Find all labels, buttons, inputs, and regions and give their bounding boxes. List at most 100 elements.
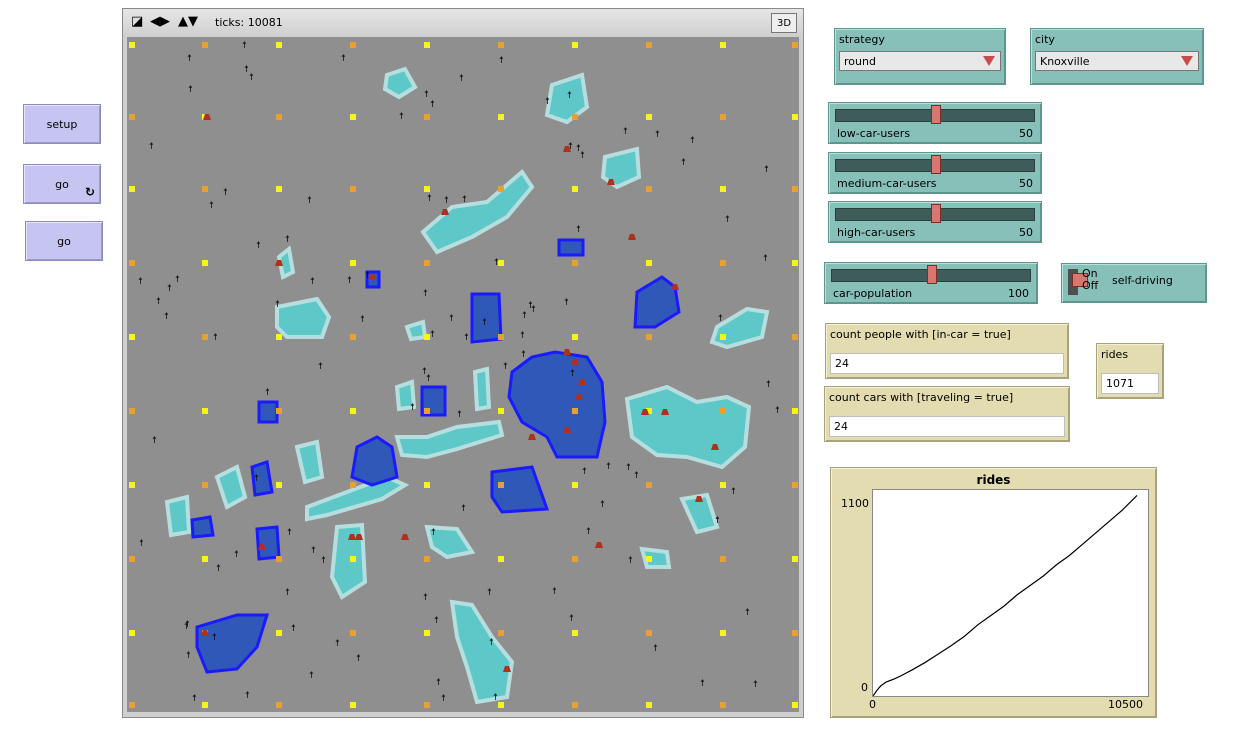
slider-value: 50 [1019, 127, 1033, 140]
person-icon: ☨ [175, 275, 180, 285]
city-select[interactable]: Knoxville [1035, 51, 1199, 71]
monitor-label: count cars with [traveling = true] [829, 391, 1014, 404]
person-icon: ☨ [138, 277, 143, 287]
slider-handle[interactable] [931, 105, 941, 124]
person-icon: ☨ [462, 195, 467, 205]
switch-knob[interactable] [1072, 273, 1088, 287]
car-icon [711, 444, 719, 450]
person-icon: ☨ [212, 633, 217, 643]
person-icon: ☨ [653, 644, 658, 654]
three-d-button[interactable]: 3D [771, 13, 797, 33]
intersection-marker [792, 42, 798, 48]
person-icon: ☨ [580, 151, 585, 161]
intersection-marker [498, 186, 504, 192]
person-icon: ☨ [766, 380, 771, 390]
person-icon: ☨ [245, 691, 250, 701]
person-icon: ☨ [321, 556, 326, 566]
go-forever-button-label: go [55, 177, 69, 191]
person-icon: ☨ [216, 564, 221, 574]
self-driving-switch[interactable]: On Off self-driving [1061, 263, 1207, 303]
car-icon [628, 234, 636, 240]
monitor-label: count people with [in-car = true] [830, 328, 1011, 341]
view-size-icon[interactable]: ◪ [131, 14, 144, 29]
person-icon: ☨ [531, 305, 536, 315]
city-value: Knoxville [1040, 54, 1090, 68]
low-car-users-slider[interactable]: low-car-users 50 [828, 102, 1042, 144]
person-icon: ☨ [606, 462, 611, 472]
intersection-marker [276, 408, 282, 414]
person-icon: ☨ [275, 300, 280, 310]
intersection-marker [498, 556, 504, 562]
intersection-marker [129, 186, 135, 192]
intersection-marker [202, 334, 208, 340]
intersection-marker [202, 186, 208, 192]
slider-handle[interactable] [931, 204, 941, 223]
strategy-chooser[interactable]: strategy round [834, 28, 1006, 85]
person-icon: ☨ [545, 97, 550, 107]
plot-title: rides [976, 473, 1011, 487]
vertical-resize-icon[interactable]: ▲▼ [178, 14, 198, 29]
person-icon: ☨ [569, 614, 574, 624]
person-icon: ☨ [335, 639, 340, 649]
intersection-marker [276, 482, 282, 488]
intersection-marker [720, 114, 726, 120]
intersection-marker [646, 260, 652, 266]
slider-value: 100 [1008, 287, 1029, 300]
y-tick-label-min: 0 [861, 681, 868, 694]
city-chooser[interactable]: city Knoxville [1030, 28, 1204, 85]
person-icon: ☨ [576, 144, 581, 154]
person-icon: ☨ [167, 284, 172, 294]
x-tick-label-max: 10500 [1108, 698, 1143, 711]
slider-handle[interactable] [931, 155, 941, 174]
person-icon: ☨ [464, 333, 469, 343]
person-icon: ☨ [444, 196, 449, 206]
go-once-button-label: go [57, 234, 71, 248]
horizontal-resize-icon[interactable]: ◀▶ [150, 14, 170, 29]
car-population-slider[interactable]: car-population 100 [824, 262, 1038, 304]
intersection-marker [646, 114, 652, 120]
intersection-marker [424, 702, 430, 708]
intersection-marker [202, 260, 208, 266]
intersection-marker [498, 482, 504, 488]
person-icon: ☨ [570, 369, 575, 379]
high-car-users-slider[interactable]: high-car-users 50 [828, 201, 1042, 243]
intersection-marker [572, 42, 578, 48]
slider-label: low-car-users [837, 127, 911, 140]
person-icon: ☨ [423, 289, 428, 299]
person-icon: ☨ [287, 528, 292, 538]
car-icon [258, 544, 266, 550]
car-icon [571, 359, 579, 365]
person-icon: ☨ [164, 312, 169, 322]
intersection-marker [202, 556, 208, 562]
setup-button[interactable]: setup [23, 104, 101, 144]
person-icon: ☨ [242, 41, 247, 51]
car-icon [563, 349, 571, 355]
world-canvas[interactable]: ☨ ☨ ☨ ☨ ☨ ☨ ☨ ☨ ☨ ☨ ☨ ☨ ☨ ☨ ☨ ☨ ☨ ☨ ☨ ☨ ☨ ☨ ☨ ☨ ☨ ☨ ☨ ☨ ☨ ☨ ☨ ☨ ☨ ☨ ☨ ☨ ☨ ☨ ☨ ☨… [127, 37, 799, 712]
person-icon: ☨ [427, 194, 432, 204]
person-icon: ☨ [209, 201, 214, 211]
intersection-marker [129, 630, 135, 636]
person-icon: ☨ [184, 622, 189, 632]
strategy-value: round [844, 54, 876, 68]
person-icon: ☨ [285, 588, 290, 598]
strategy-select[interactable]: round [839, 51, 1001, 71]
intersection-marker [129, 702, 135, 708]
intersection-marker [350, 334, 356, 340]
switch-track[interactable] [1068, 269, 1088, 295]
intersection-marker [350, 702, 356, 708]
go-once-button[interactable]: go [25, 221, 103, 261]
intersection-marker [646, 702, 652, 708]
go-forever-button[interactable]: go ↻ [23, 164, 101, 204]
car-icon [641, 409, 649, 415]
person-icon: ☨ [254, 474, 259, 484]
slider-handle[interactable] [927, 265, 937, 284]
person-icon: ☨ [499, 56, 504, 66]
intersection-marker [350, 482, 356, 488]
view-toolbar: ◪ ◀▶ ▲▼ ticks: 10081 3D [123, 9, 803, 36]
ticks-counter: ticks: 10081 [215, 16, 283, 29]
rides-series-line [872, 494, 1138, 697]
medium-car-users-slider[interactable]: medium-car-users 50 [828, 152, 1042, 194]
person-icon: ☨ [520, 331, 525, 341]
world-graphics: ☨ ☨ ☨ ☨ ☨ ☨ ☨ ☨ ☨ ☨ ☨ ☨ ☨ ☨ ☨ ☨ ☨ ☨ ☨ ☨ ☨ ☨ ☨ ☨ ☨ ☨ ☨ ☨ ☨ ☨ ☨ ☨ ☨ ☨ ☨ ☨ ☨ ☨ ☨ ☨… [127, 37, 799, 712]
person-icon: ☨ [628, 556, 633, 566]
